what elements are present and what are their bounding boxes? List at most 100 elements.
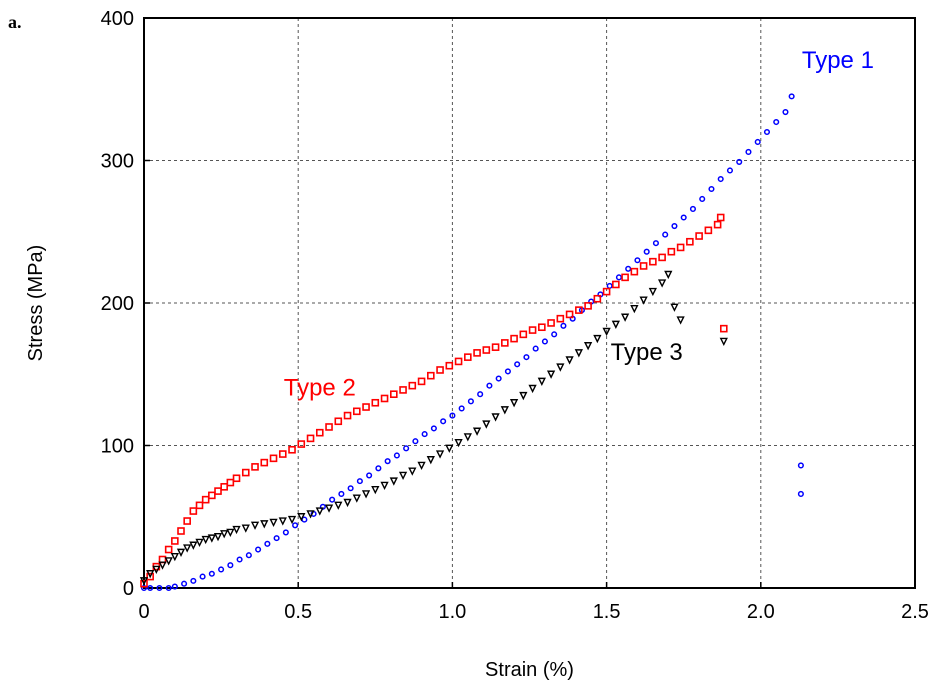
type-1-point — [384, 458, 391, 465]
type-2-point — [297, 440, 306, 448]
type-3-point — [519, 391, 528, 401]
type-1-point — [689, 205, 697, 212]
type-3-point — [297, 513, 306, 522]
type-3-point — [260, 520, 269, 529]
type-2-point — [269, 454, 278, 463]
type-2-point — [260, 458, 269, 467]
type-1-point — [763, 128, 771, 136]
y-tick-label: 300 — [101, 151, 134, 173]
type-1-point — [551, 331, 558, 338]
type-2-label: Type 2 — [284, 375, 356, 402]
type-2-point — [220, 483, 228, 491]
type-1-point — [165, 584, 172, 592]
type-1-point — [147, 584, 154, 592]
type-3-point — [306, 510, 315, 519]
type-2-point — [315, 428, 324, 437]
type-1-point — [366, 472, 373, 479]
type-1-point — [615, 274, 622, 281]
type-2-point — [602, 287, 611, 296]
type-3-point — [278, 517, 287, 526]
type-2-point — [713, 220, 722, 229]
y-tick-label: 200 — [101, 293, 134, 315]
type-3-point — [509, 399, 519, 408]
type-3-point — [657, 279, 667, 288]
type-2-point — [639, 262, 648, 270]
type-1-point — [699, 195, 706, 203]
type-2-point — [241, 468, 250, 477]
type-1-point — [782, 109, 789, 116]
type-2-point — [278, 450, 287, 458]
type-3-point — [611, 320, 620, 329]
type-3-point — [454, 438, 463, 448]
type-3-point — [528, 384, 537, 394]
type-1-point — [726, 167, 734, 174]
type-1-point — [773, 118, 780, 126]
type-2-point — [621, 273, 629, 282]
type-2-point — [547, 319, 555, 327]
type-2-point — [630, 267, 639, 276]
axis-ticks: 0 0.5 1.0 1.5 2.0 2.5 0 100 200 300 400 — [101, 8, 929, 623]
type-1-point — [329, 496, 336, 503]
type-1-point — [227, 562, 234, 569]
x-tick-label: 0.5 — [284, 601, 312, 623]
type-3-point — [380, 481, 389, 490]
type-2-point — [183, 517, 191, 525]
type-2-point — [491, 343, 500, 351]
type-1-point — [523, 354, 530, 361]
type-1-point — [797, 490, 804, 498]
type-1-point — [171, 583, 178, 590]
type-2-point — [584, 302, 592, 310]
type-2-point — [195, 501, 204, 510]
type-1-point — [514, 361, 521, 368]
type-2-point — [464, 353, 472, 361]
y-tick-label: 100 — [101, 436, 134, 458]
type-1-point — [181, 580, 188, 587]
type-3-point — [620, 313, 630, 322]
type-2-point — [306, 434, 315, 443]
type-3-point — [676, 316, 685, 325]
type-1-point — [156, 584, 163, 592]
type-3-point — [324, 504, 334, 513]
type-3-point — [500, 406, 509, 415]
type-1-point — [708, 185, 715, 193]
type-2-point — [371, 398, 380, 407]
type-3-point — [361, 490, 371, 499]
type-3-point — [170, 552, 179, 562]
type-3-point — [574, 349, 583, 358]
type-1-point — [754, 138, 761, 146]
type-1-point — [652, 240, 659, 247]
type-1-point — [190, 577, 197, 584]
type-2-point — [538, 323, 546, 332]
type-2-point — [612, 280, 620, 289]
type-2-point — [343, 411, 352, 420]
type-1-point — [255, 546, 262, 553]
type-3-point — [269, 518, 278, 528]
type-3-point — [537, 377, 546, 386]
type-1-point — [467, 398, 474, 405]
type-3-point — [164, 557, 173, 566]
type-2-point — [140, 579, 148, 588]
type-1-point — [282, 529, 289, 536]
type-2-point — [325, 423, 333, 431]
type-1-point — [606, 282, 613, 289]
y-tick-label: 0 — [123, 578, 134, 600]
type-3-point — [201, 535, 210, 545]
type-3-point — [565, 356, 574, 365]
type-1-point — [745, 148, 752, 155]
type-2-point — [593, 294, 602, 303]
type-2-point — [408, 381, 417, 390]
type-2-point — [390, 390, 398, 399]
type-1-point — [504, 368, 511, 375]
type-1-point — [643, 248, 650, 255]
type-1-label: Type 1 — [802, 47, 874, 74]
type-1-point — [560, 322, 567, 329]
type-1-point — [671, 223, 678, 230]
type-3-point — [371, 485, 380, 495]
type-1-point — [375, 465, 382, 472]
type-2-point — [716, 213, 725, 222]
type-2-point — [232, 474, 241, 483]
type-1-point — [440, 418, 447, 425]
type-3-point — [241, 524, 250, 533]
type-2-point — [454, 357, 463, 366]
type-1-point — [532, 345, 539, 352]
